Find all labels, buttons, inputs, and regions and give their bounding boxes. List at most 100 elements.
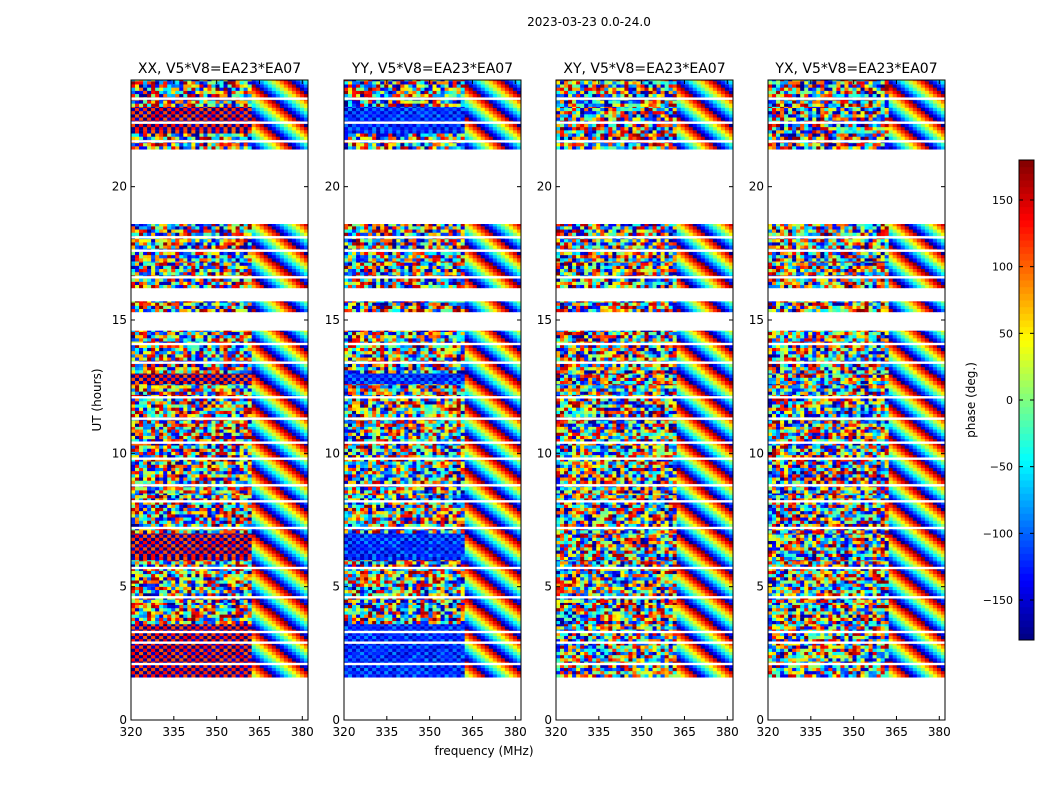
- heatmap-cell: [256, 614, 260, 617]
- heatmap-cell: [244, 652, 248, 655]
- heatmap-cell: [232, 658, 236, 661]
- heatmap-cell: [215, 621, 219, 624]
- heatmap-cell: [207, 614, 211, 617]
- heatmap-cell: [187, 590, 191, 593]
- heatmap-cell: [240, 636, 244, 639]
- heatmap-cell: [167, 605, 171, 608]
- heatmap-cell: [236, 655, 240, 658]
- heatmap-cell: [288, 614, 292, 617]
- heatmap-cell: [284, 614, 288, 617]
- heatmap-cell: [256, 611, 260, 614]
- heatmap-cell: [179, 603, 183, 605]
- heatmap-cell: [228, 636, 232, 639]
- heatmap-cell: [240, 674, 244, 677]
- heatmap-cell: [203, 671, 207, 674]
- heatmap-cell: [288, 655, 292, 658]
- heatmap-cell: [236, 621, 240, 624]
- heatmap-cell: [187, 608, 191, 611]
- heatmap-cell: [284, 658, 288, 661]
- heatmap-cell: [163, 603, 167, 605]
- heatmap-cell: [220, 614, 224, 617]
- heatmap-cell: [139, 624, 143, 626]
- heatmap-cell: [236, 674, 240, 677]
- heatmap-cell: [260, 636, 264, 639]
- heatmap-cell: [203, 614, 207, 617]
- heatmap-cell: [187, 599, 191, 602]
- heatmap-cell: [203, 593, 207, 596]
- heatmap-cell: [187, 652, 191, 655]
- heatmap-cell: [252, 624, 256, 626]
- heatmap-cell: [163, 593, 167, 596]
- heatmap-cell: [143, 621, 147, 624]
- heatmap-cell: [131, 649, 135, 652]
- heatmap-cell: [195, 611, 199, 614]
- heatmap-cell: [215, 674, 219, 677]
- heatmap-cell: [131, 614, 135, 617]
- heatmap-cell: [276, 611, 280, 614]
- heatmap-cell: [272, 618, 276, 621]
- heatmap-cell: [264, 652, 268, 655]
- heatmap-cell: [272, 652, 276, 655]
- heatmap-cell: [236, 608, 240, 611]
- heatmap-cell: [211, 624, 215, 626]
- heatmap-cell: [175, 674, 179, 677]
- heatmap-cell: [248, 668, 252, 671]
- heatmap-cell: [240, 618, 244, 621]
- heatmap-cell: [280, 671, 284, 674]
- heatmap-cell: [167, 618, 171, 621]
- heatmap-cell: [151, 614, 155, 617]
- heatmap-cell: [199, 668, 203, 671]
- heatmap-cell: [220, 674, 224, 677]
- heatmap-cell: [232, 655, 236, 658]
- heatmap-cell: [195, 649, 199, 652]
- heatmap-cell: [151, 621, 155, 624]
- heatmap-cell: [252, 608, 256, 611]
- heatmap-cell: [183, 608, 187, 611]
- heatmap-cell: [211, 608, 215, 611]
- heatmap-cell: [256, 645, 260, 648]
- heatmap-cell: [199, 624, 203, 626]
- heatmap-cell: [167, 636, 171, 639]
- heatmap-cell: [264, 605, 268, 608]
- heatmap-cell: [195, 626, 199, 629]
- heatmap-cell: [244, 614, 248, 617]
- heatmap-cell: [187, 614, 191, 617]
- heatmap-cell: [296, 668, 300, 671]
- heatmap-cell: [248, 671, 252, 674]
- heatmap-cell: [183, 668, 187, 671]
- heatmap-cell: [292, 593, 296, 596]
- heatmap-cell: [296, 655, 300, 658]
- heatmap-cell: [175, 658, 179, 661]
- heatmap-cell: [155, 645, 159, 648]
- heatmap-cell: [224, 636, 228, 639]
- heatmap-cell: [171, 611, 175, 614]
- heatmap-cell: [256, 636, 260, 639]
- heatmap-cell: [288, 668, 292, 671]
- heatmap-cell: [276, 649, 280, 652]
- heatmap-cell: [159, 652, 163, 655]
- heatmap-cell: [211, 649, 215, 652]
- heatmap-cell: [296, 608, 300, 611]
- heatmap-cell: [155, 671, 159, 674]
- heatmap-cell: [179, 599, 183, 602]
- heatmap-cell: [264, 636, 268, 639]
- heatmap-cell: [135, 655, 139, 658]
- heatmap-cell: [135, 652, 139, 655]
- heatmap-cell: [151, 652, 155, 655]
- heatmap-cell: [187, 671, 191, 674]
- heatmap-cell: [155, 603, 159, 605]
- heatmap-cell: [199, 611, 203, 614]
- heatmap-cell: [248, 658, 252, 661]
- heatmap-cell: [175, 611, 179, 614]
- heatmap-cell: [163, 655, 167, 658]
- heatmap-cell: [179, 649, 183, 652]
- heatmap-cell: [215, 668, 219, 671]
- heatmap-cell: [163, 590, 167, 593]
- heatmap-cell: [288, 608, 292, 611]
- heatmap-cell: [240, 652, 244, 655]
- heatmap-cell: [292, 674, 296, 677]
- heatmap-cell: [191, 626, 195, 629]
- heatmap-cell: [131, 621, 135, 624]
- heatmap-cell: [292, 649, 296, 652]
- heatmap-cell: [135, 618, 139, 621]
